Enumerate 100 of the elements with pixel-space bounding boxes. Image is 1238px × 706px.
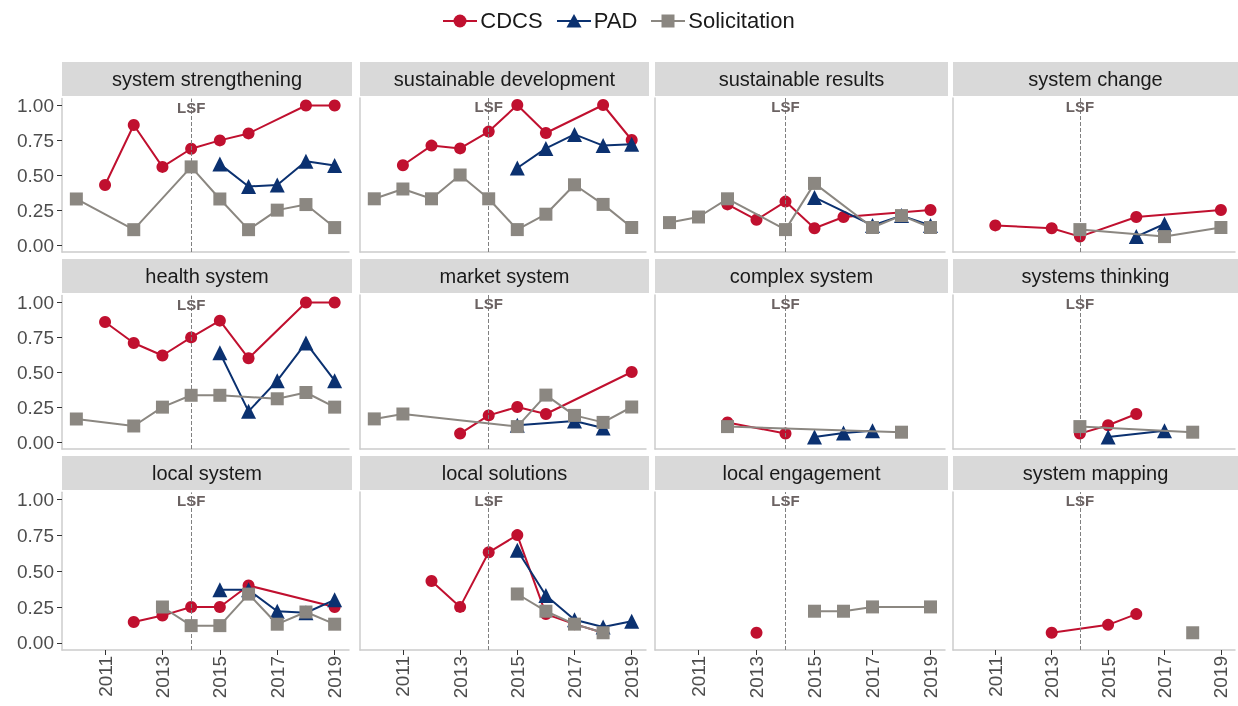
point xyxy=(213,192,227,206)
point xyxy=(270,392,284,406)
point xyxy=(482,125,495,138)
point xyxy=(482,409,495,422)
y-tick-label: 0.75 xyxy=(17,129,54,151)
point xyxy=(625,366,638,378)
legend-label: Solicitation xyxy=(688,8,795,34)
y-tick-label: 0.25 xyxy=(17,396,54,418)
point xyxy=(241,178,257,194)
point xyxy=(538,140,554,156)
chart-title: local system xyxy=(62,456,352,490)
chart-title: sustainable development xyxy=(360,62,649,96)
ref-line-label: LSF xyxy=(474,295,503,312)
y-tick-label: 0.50 xyxy=(17,361,54,383)
point xyxy=(396,182,410,196)
point xyxy=(482,546,495,559)
point xyxy=(327,158,343,173)
point xyxy=(539,604,553,618)
point xyxy=(184,619,198,633)
point xyxy=(242,587,256,601)
point xyxy=(213,619,227,633)
point xyxy=(212,156,228,172)
x-tick-label: 2013 xyxy=(449,656,471,699)
point xyxy=(510,223,524,237)
point xyxy=(539,207,553,221)
point xyxy=(567,126,582,142)
point xyxy=(127,119,140,132)
y-tick-label: 0.00 xyxy=(17,234,54,256)
chart-title: sustainable results xyxy=(655,62,948,96)
point xyxy=(155,400,169,414)
point xyxy=(184,388,198,402)
x-tick-label: 2011 xyxy=(392,656,414,697)
point xyxy=(328,99,341,112)
point xyxy=(482,192,496,206)
point xyxy=(510,587,524,601)
chart-title: complex system xyxy=(655,259,948,293)
x-tick-label: 2017 xyxy=(266,656,288,699)
point xyxy=(269,177,285,193)
point xyxy=(298,153,314,169)
ref-line-label: LSF xyxy=(771,492,800,509)
point xyxy=(1186,425,1200,439)
point xyxy=(989,219,1002,232)
point xyxy=(127,336,140,349)
point xyxy=(454,142,467,155)
ref-line-label: LSF xyxy=(176,295,206,313)
point xyxy=(538,587,554,603)
point xyxy=(184,160,198,174)
point xyxy=(511,401,524,413)
point xyxy=(425,139,438,152)
point xyxy=(328,221,342,235)
point xyxy=(836,425,851,441)
x-tick-label: 2013 xyxy=(1041,656,1063,699)
x-tick-label: 2017 xyxy=(564,656,585,699)
point xyxy=(327,592,343,608)
y-tick-label: 0.25 xyxy=(17,596,54,618)
x-tick-label: 2019 xyxy=(621,656,643,699)
chart-title: system change xyxy=(953,62,1238,96)
point xyxy=(596,197,610,211)
x-tick-label: 2015 xyxy=(804,656,825,699)
point xyxy=(779,195,792,208)
point xyxy=(299,296,312,309)
point xyxy=(212,345,228,361)
legend-label: CDCS xyxy=(480,8,543,34)
point xyxy=(127,616,140,629)
point xyxy=(242,352,255,365)
point xyxy=(539,388,553,402)
chart-title: local solutions xyxy=(360,456,649,490)
point xyxy=(425,575,438,588)
point xyxy=(1214,221,1228,234)
point xyxy=(692,210,705,224)
point xyxy=(127,223,141,237)
chart-title: systems thinking xyxy=(953,259,1238,293)
x-tick-label: 2011 xyxy=(688,656,709,697)
y-tick-label: 1.00 xyxy=(17,292,54,313)
point xyxy=(242,223,256,237)
chart-title: market system xyxy=(360,259,649,293)
x-tick-label: 2015 xyxy=(209,656,231,699)
ref-line-label: LSF xyxy=(1065,492,1095,509)
point xyxy=(568,408,581,422)
x-tick-label: 2019 xyxy=(1210,656,1232,699)
point xyxy=(1073,223,1087,237)
point xyxy=(185,142,198,155)
point xyxy=(367,192,381,206)
point xyxy=(212,582,228,598)
point xyxy=(624,613,640,629)
y-tick-label: 0.00 xyxy=(17,632,54,654)
point xyxy=(299,99,312,112)
x-tick-label: 2015 xyxy=(1097,656,1119,699)
point xyxy=(156,160,169,173)
point xyxy=(185,331,198,344)
point xyxy=(155,600,169,614)
point xyxy=(597,99,610,111)
chart-title: health system xyxy=(62,259,352,293)
point xyxy=(454,427,467,440)
point xyxy=(213,134,226,147)
y-tick-label: 0.50 xyxy=(17,164,54,186)
x-tick-label: 2011 xyxy=(94,656,116,697)
point xyxy=(299,198,313,212)
point xyxy=(625,400,639,414)
point xyxy=(1045,222,1058,235)
